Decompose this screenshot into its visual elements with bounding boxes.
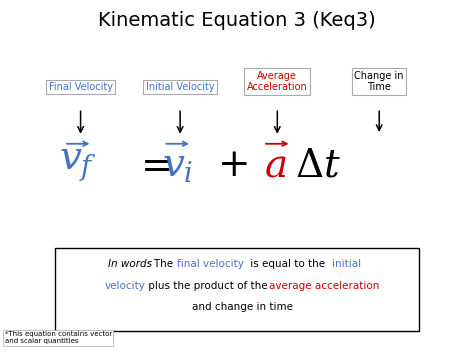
Text: $\Delta t$: $\Delta t$: [295, 146, 340, 184]
Text: Final Velocity: Final Velocity: [48, 82, 113, 92]
Text: plus the product of the: plus the product of the: [145, 281, 271, 291]
Text: final velocity: final velocity: [177, 260, 244, 269]
Text: is equal to the: is equal to the: [247, 260, 328, 269]
Text: $v_f$: $v_f$: [59, 146, 97, 184]
Text: Kinematic Equation 3 (Keq3): Kinematic Equation 3 (Keq3): [98, 11, 376, 30]
Text: In words: In words: [108, 260, 152, 269]
Text: initial: initial: [331, 260, 361, 269]
Text: $v_i$: $v_i$: [162, 146, 193, 184]
Text: $+$: $+$: [217, 146, 247, 184]
Text: $a$: $a$: [264, 146, 286, 184]
Text: Average
Acceleration: Average Acceleration: [247, 71, 308, 92]
Text: and change in time: and change in time: [192, 302, 293, 312]
Text: velocity: velocity: [105, 281, 146, 291]
FancyBboxPatch shape: [55, 248, 419, 331]
Text: : The: : The: [147, 260, 177, 269]
Text: average acceleration: average acceleration: [269, 281, 380, 291]
Text: Change in
Time: Change in Time: [355, 71, 404, 92]
Text: Initial Velocity: Initial Velocity: [146, 82, 214, 92]
Text: $=$: $=$: [133, 146, 171, 184]
Text: *This equation contains vector
and scalar quantities: *This equation contains vector and scala…: [5, 331, 112, 344]
